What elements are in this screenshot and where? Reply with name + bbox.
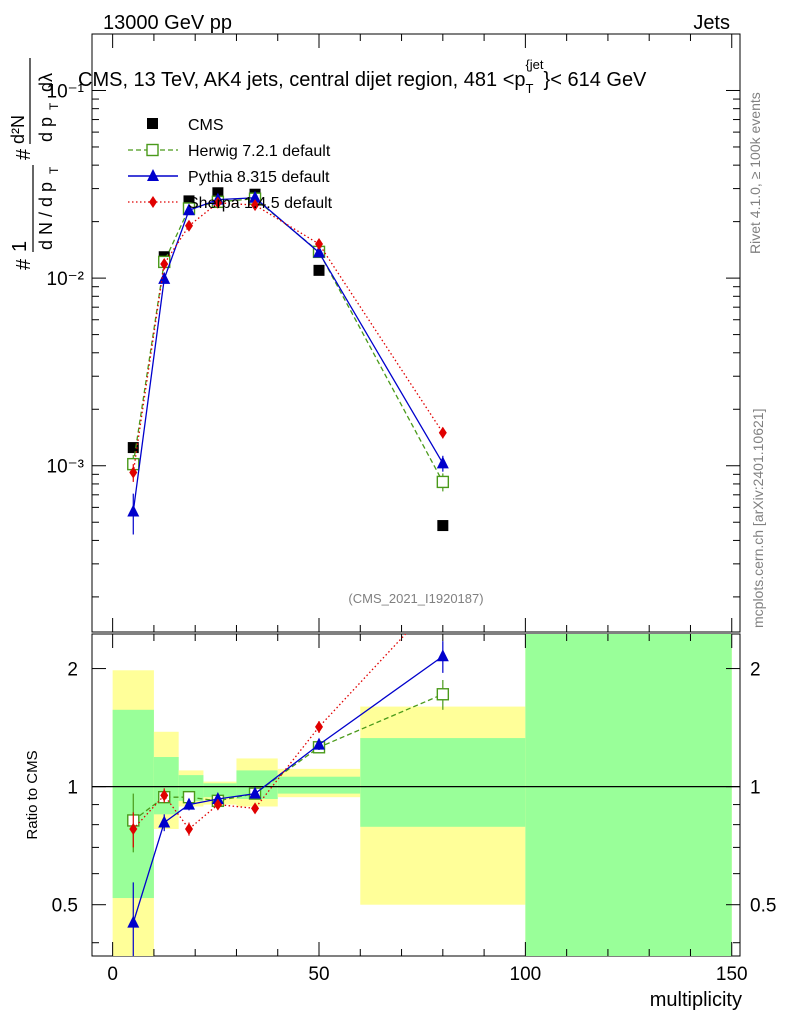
main-line-sherpa — [132, 202, 444, 473]
main-point-pythia — [182, 203, 195, 216]
category-label: Jets — [693, 12, 730, 34]
x-axis-title: multiplicity — [650, 989, 742, 1011]
legend-label-pythia: Pythia 8.315 default — [188, 169, 330, 186]
main-point-cms — [127, 442, 139, 454]
y-title-dpt: d p — [36, 117, 56, 142]
ratio-point-sherpa — [129, 822, 138, 835]
legend-label-cms: CMS — [188, 117, 224, 134]
ratio-point-sherpa — [251, 802, 260, 815]
main-ytick-label: 10⁻¹ — [47, 81, 85, 102]
main-point-sherpa — [213, 196, 222, 209]
ratio-ytick-label-right: 1 — [750, 778, 761, 799]
main-point-pythia — [436, 456, 449, 469]
main-axis-ticks: 10⁻³ 10⁻² 10⁻¹ — [47, 33, 740, 632]
legend-label-sherpa: Sherpa 1.4.5 default — [188, 195, 333, 212]
analysis-watermark: (CMS_2021_I1920187) — [348, 591, 483, 606]
ratio-ytick-label-left: 1 — [67, 778, 78, 799]
main-point-pythia — [127, 504, 140, 517]
main-point-pythia — [249, 190, 262, 203]
xtick-label: 100 — [510, 964, 542, 985]
y-title-dlambda: dλ — [36, 73, 56, 92]
ratio-axis-ticks: 0.5 0.5 1 1 2 2 0 50 100 150 — [52, 634, 776, 985]
band-green-1 — [153, 757, 179, 815]
main-point-herwig — [436, 475, 450, 489]
y-title-dn-t: T — [47, 166, 61, 174]
band-green-6 — [360, 738, 526, 827]
ratio-point-pythia — [249, 786, 262, 799]
legend-marker-herwig — [146, 143, 159, 157]
y-title-dpt-t: T — [47, 102, 61, 110]
ratio-point-pythia — [127, 915, 140, 928]
y-title-d2n: d²N — [8, 115, 28, 144]
ratio-point-sherpa — [315, 720, 324, 733]
ratio-point-pythia — [158, 815, 171, 828]
band-green-7 — [525, 634, 732, 956]
y-title-one: 1 — [9, 241, 31, 252]
main-point-sherpa — [251, 199, 260, 212]
main-point-cms — [183, 195, 195, 207]
ratio-ytick-label-right: 0.5 — [750, 896, 776, 917]
energy-label: 13000 GeV pp — [103, 12, 232, 34]
main-ytick-label: 10⁻² — [47, 269, 85, 290]
xtick-label: 150 — [716, 964, 748, 985]
main-point-sherpa — [315, 237, 324, 250]
main-point-sherpa — [160, 257, 169, 270]
main-line-pythia — [132, 197, 444, 512]
ratio-ytick-label-left: 0.5 — [52, 896, 78, 917]
title-superscript: {jet — [525, 57, 543, 72]
legend-marker-cms — [147, 118, 158, 129]
title-suffix: < 614 GeV — [550, 69, 647, 91]
ratio-point-sherpa — [213, 798, 222, 811]
main-frame — [91, 33, 741, 633]
title-close-brace: } — [544, 69, 551, 91]
legend: CMS Herwig 7.2.1 default Pythia 8.315 de… — [128, 117, 333, 212]
main-y-axis-title: # 1 d N / d p T # d²N d p T dλ — [8, 58, 61, 270]
ratio-bands — [112, 634, 732, 956]
xtick-label: 0 — [107, 964, 118, 985]
ratio-point-herwig — [436, 688, 450, 701]
title-prefix: CMS, 13 TeV, AK4 jets, central dijet reg… — [78, 69, 526, 91]
main-point-pythia — [158, 271, 171, 284]
main-ytick-label: 10⁻³ — [47, 457, 85, 478]
main-point-sherpa — [129, 466, 138, 479]
main-point-sherpa — [438, 426, 447, 439]
mcplots-label: mcplots.cern.ch [arXiv:2401.10621] — [750, 409, 766, 628]
rivet-label: Rivet 4.1.0, ≥ 100k events — [747, 92, 763, 254]
y-title-hash1: # — [13, 258, 35, 270]
ratio-y-axis-title: Ratio to CMS — [24, 750, 41, 839]
ratio-point-pythia — [182, 797, 195, 810]
ratio-point-pythia — [211, 792, 224, 805]
y-title-hash2: # — [13, 148, 35, 160]
main-series — [127, 187, 450, 535]
ratio-point-sherpa — [160, 789, 169, 802]
band-green-5 — [277, 776, 361, 794]
plot-title: CMS, 13 TeV, AK4 jets, central dijet reg… — [78, 57, 647, 96]
main-point-cms — [313, 264, 325, 276]
ratio-ytick-label-left: 2 — [67, 660, 78, 681]
ratio-point-pythia — [313, 737, 326, 750]
ratio-point-sherpa — [184, 822, 193, 835]
legend-label-herwig: Herwig 7.2.1 default — [188, 143, 331, 160]
main-point-pythia — [313, 245, 326, 258]
main-line-herwig — [132, 198, 444, 483]
main-point-cms — [437, 520, 449, 532]
ratio-point-pythia — [436, 649, 449, 662]
main-point-sherpa — [184, 219, 193, 232]
ratio-ytick-label-right: 2 — [750, 660, 761, 681]
ratio-frame — [91, 633, 741, 957]
title-subscript: T — [526, 81, 534, 96]
xtick-label: 50 — [308, 964, 329, 985]
legend-marker-sherpa — [149, 196, 157, 208]
legend-marker-pythia — [147, 169, 159, 181]
y-title-dn: d N / d p — [36, 182, 56, 250]
ratio-series — [127, 634, 450, 956]
